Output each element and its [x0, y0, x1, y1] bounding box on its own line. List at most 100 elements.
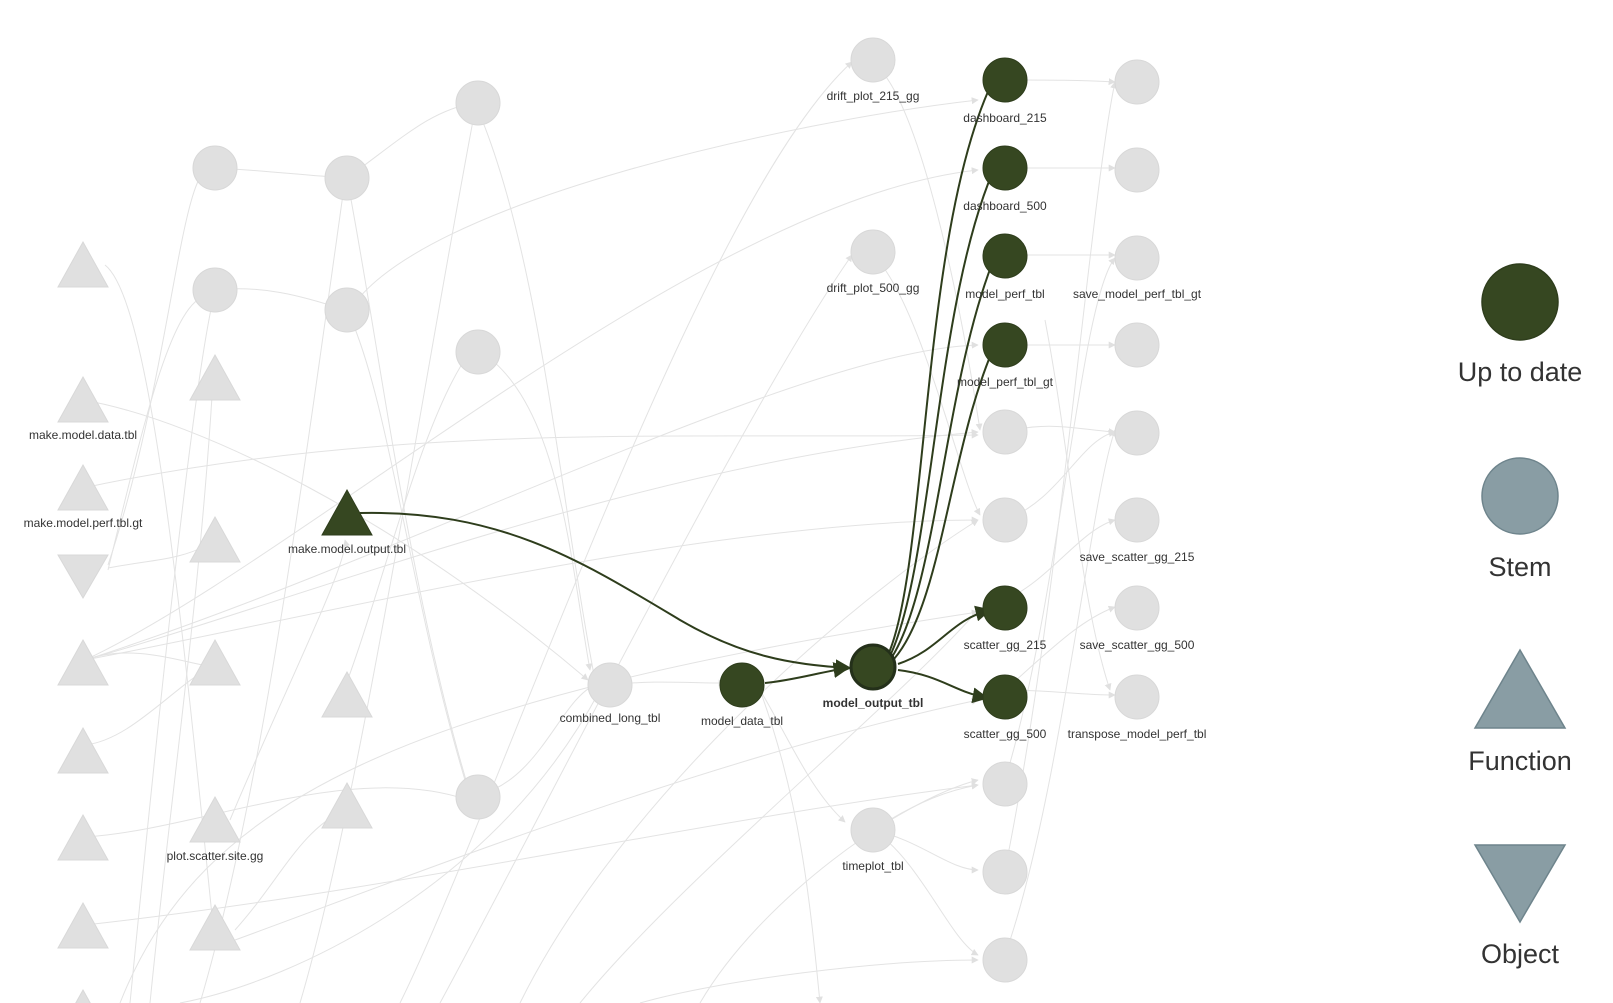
faded-stem-node[interactable] [1114, 410, 1160, 456]
node-combined-long-tbl[interactable] [587, 662, 633, 708]
node-drift-plot-500-gg[interactable] [850, 229, 896, 275]
node-label-make-model-data-tbl: make.model.data.tbl [29, 428, 137, 442]
faded-object-node[interactable] [57, 554, 109, 599]
faded-stem-node[interactable] [982, 849, 1028, 895]
faded-function-node[interactable] [57, 726, 109, 774]
graph-edge [1004, 429, 1117, 956]
graph-edge [84, 516, 979, 661]
faded-stem-node[interactable] [982, 497, 1028, 543]
graph-edge [299, 109, 478, 1003]
faded-stem-node[interactable] [1114, 147, 1160, 193]
node-make-model-output-tbl[interactable] [321, 488, 373, 536]
faded-function-node[interactable] [57, 638, 109, 686]
node-model-output-tbl[interactable] [849, 643, 897, 691]
faded-stem-node[interactable] [455, 774, 501, 820]
faded-stem-node[interactable] [324, 287, 370, 333]
faded-function-node[interactable] [189, 638, 241, 686]
faded-stem-node[interactable] [982, 409, 1028, 455]
graph-edge [84, 782, 979, 926]
node-scatter-gg-500[interactable] [982, 674, 1028, 720]
node-label-save-scatter-gg-215: save_scatter_gg_215 [1080, 550, 1195, 564]
faded-function-node[interactable] [189, 515, 241, 563]
faded-function-node[interactable] [189, 353, 241, 401]
node-model-perf-tbl-gt[interactable] [982, 322, 1028, 368]
faded-function-node[interactable] [57, 813, 109, 861]
node-save-model-perf-tbl-gt[interactable] [1114, 235, 1160, 281]
faded-edges [82, 61, 1118, 1003]
faded-function-node[interactable] [321, 670, 373, 718]
faded-stem-node[interactable] [192, 267, 238, 313]
graph-edge [1044, 319, 1112, 691]
faded-function-node[interactable] [321, 781, 373, 829]
up-to-date-dot-icon [1481, 263, 1559, 341]
function-triangle-icon [1473, 648, 1567, 729]
graph-edge [234, 697, 979, 941]
graph-edge [579, 609, 979, 1003]
node-label-save-scatter-gg-500: save_scatter_gg_500 [1080, 638, 1195, 652]
highlighted-edges [359, 60, 1005, 704]
node-label-drift-plot-500-gg: drift_plot_500_gg [827, 281, 920, 295]
edge-make-model-output-tbl-to-model-output-tbl [359, 511, 852, 676]
edge-model-output-tbl-to-model-perf-tbl-gt [893, 326, 1004, 660]
legend-label-up-to-date: Up to date [1458, 357, 1583, 387]
node-label-make-model-output-tbl: make.model.output.tbl [288, 542, 406, 556]
node-label-save-model-perf-tbl-gt: save_model_perf_tbl_gt [1073, 287, 1202, 301]
node-label-dashboard-500: dashboard_500 [963, 199, 1047, 213]
graph-edge [82, 431, 979, 489]
graph-edge [119, 609, 979, 1003]
faded-stem-node[interactable] [982, 937, 1028, 983]
legend: Up to date Stem Function Object [1458, 263, 1583, 969]
node-make-model-perf-tbl-gt[interactable] [57, 463, 109, 511]
node-plot-scatter-site-gg[interactable] [189, 795, 241, 843]
graph-edge [84, 429, 979, 661]
node-label-drift-plot-215-gg: drift_plot_215_gg [827, 89, 920, 103]
faded-stem-node[interactable] [192, 145, 238, 191]
node-label-model-perf-tbl: model_perf_tbl [965, 287, 1044, 301]
graph-edge [84, 167, 979, 661]
graph-edge [107, 293, 208, 571]
graph-edge [872, 254, 981, 516]
faded-function-node[interactable] [57, 901, 109, 949]
node-scatter-gg-215[interactable] [982, 585, 1028, 631]
node-make-model-data-tbl[interactable] [57, 375, 109, 423]
edge-model-output-tbl-to-model-perf-tbl [891, 236, 1005, 658]
node-timeplot-tbl[interactable] [850, 807, 896, 853]
graph-edge [84, 341, 979, 661]
graph-edge [229, 539, 350, 821]
node-drift-plot-215-gg[interactable] [850, 37, 896, 83]
faded-function-node[interactable] [189, 903, 241, 951]
graph-edge [1004, 605, 1116, 691]
edge-model-data-tbl-to-model-output-tbl [764, 662, 850, 684]
graph-edge [399, 61, 853, 1003]
faded-stem-node[interactable] [1114, 59, 1160, 105]
node-model-data-tbl[interactable] [719, 662, 765, 708]
faded-stem-node[interactable] [455, 329, 501, 375]
faded-stem-node[interactable] [1114, 322, 1160, 368]
node-label-scatter-gg-215: scatter_gg_215 [964, 638, 1047, 652]
graph-edge [346, 177, 474, 801]
faded-stem-node[interactable] [455, 80, 501, 126]
node-transpose-model-perf-tbl[interactable] [1114, 674, 1160, 720]
node-save-scatter-gg-215[interactable] [1114, 497, 1160, 543]
stem-dot-icon [1481, 457, 1559, 535]
graph-edge [759, 689, 823, 1003]
edge-model-output-tbl-to-dashboard-500 [889, 148, 1004, 657]
graph-edge [149, 379, 217, 1003]
node-label-timeplot-tbl: timeplot_tbl [842, 859, 903, 873]
graph-edge [699, 778, 979, 1003]
node-dashboard-500[interactable] [982, 145, 1028, 191]
node-dashboard-215[interactable] [982, 57, 1028, 103]
edge-model-output-tbl-to-scatter-gg-215 [897, 605, 992, 665]
node-label-transpose-model-perf-tbl: transpose_model_perf_tbl [1068, 727, 1207, 741]
faded-stem-node[interactable] [982, 761, 1028, 807]
edge-model-output-tbl-to-scatter-gg-500 [897, 669, 989, 704]
graph-edge [129, 299, 216, 1003]
faded-function-node[interactable] [58, 988, 108, 1003]
node-model-perf-tbl[interactable] [982, 233, 1028, 279]
graph-edge [179, 689, 601, 1003]
faded-stem-node[interactable] [324, 155, 370, 201]
faded-function-node[interactable] [57, 240, 109, 288]
node-save-scatter-gg-500[interactable] [1114, 585, 1160, 631]
graph-edge [107, 544, 208, 569]
